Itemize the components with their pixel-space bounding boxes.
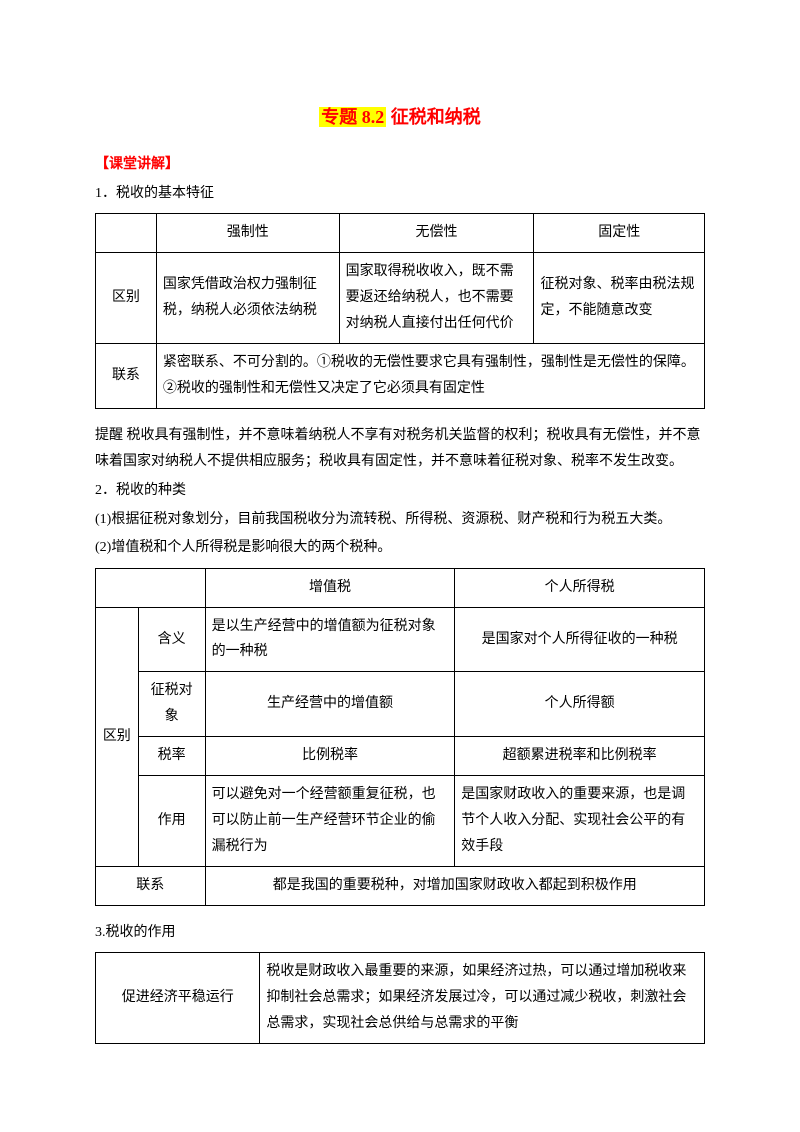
document-page: 专题 8.2 征税和纳税 【课堂讲解】 1．税收的基本特征 强制性 无偿性 固定… xyxy=(0,0,800,1132)
cell-blank xyxy=(96,568,206,607)
col-header: 强制性 xyxy=(156,214,339,253)
section-label: 【课堂讲解】 xyxy=(95,152,705,179)
cell: 是国家对个人所得征收的一种税 xyxy=(455,607,705,672)
table-row: 联系 都是我国的重要税种，对增加国家财政收入都起到积极作用 xyxy=(96,866,705,905)
side-label: 区别 xyxy=(96,607,139,866)
table-tax-features: 强制性 无偿性 固定性 区别 国家凭借政治权力强制征税，纳税人必须依法纳税 国家… xyxy=(95,213,705,408)
row-label: 税率 xyxy=(138,737,205,776)
col-header: 个人所得税 xyxy=(455,568,705,607)
paragraph: 提醒 税收具有强制性，并不意味着纳税人不享有对税务机关监督的权利；税收具有无偿性… xyxy=(95,423,705,476)
col-header: 固定性 xyxy=(534,214,705,253)
table-row: 区别 国家凭借政治权力强制征税，纳税人必须依法纳税 国家取得税收收入，既不需要返… xyxy=(96,253,705,344)
row-label: 区别 xyxy=(96,253,157,344)
cell: 是国家财政收入的重要来源，也是调节个人收入分配、实现社会公平的有效手段 xyxy=(455,776,705,867)
title-highlight: 专题 8.2 xyxy=(319,107,386,127)
heading-3: 3.税收的作用 xyxy=(95,920,705,947)
table-tax-role: 促进经济平稳运行 税收是财政收入最重要的来源，如果经济过热，可以通过增加税收来抑… xyxy=(95,952,705,1044)
title-rest: 征税和纳税 xyxy=(386,107,481,127)
cell: 个人所得额 xyxy=(455,672,705,737)
row-label: 促进经济平稳运行 xyxy=(96,953,260,1044)
page-title: 专题 8.2 征税和纳税 xyxy=(95,100,705,134)
table-row: 作用 可以避免对一个经营额重复征税，也可以防止前一生产经营环节企业的偷漏税行为 … xyxy=(96,776,705,867)
table-row: 联系 紧密联系、不可分割的。①税收的无偿性要求它具有强制性，强制性是无偿性的保障… xyxy=(96,343,705,408)
cell: 生产经营中的增值额 xyxy=(205,672,455,737)
cell: 比例税率 xyxy=(205,737,455,776)
row-label: 联系 xyxy=(96,866,206,905)
table-row: 增值税 个人所得税 xyxy=(96,568,705,607)
cell: 紧密联系、不可分割的。①税收的无偿性要求它具有强制性，强制性是无偿性的保障。②税… xyxy=(156,343,704,408)
table-row: 促进经济平稳运行 税收是财政收入最重要的来源，如果经济过热，可以通过增加税收来抑… xyxy=(96,953,705,1044)
col-header: 增值税 xyxy=(205,568,455,607)
table-row: 区别 含义 是以生产经营中的增值额为征税对象的一种税 是国家对个人所得征收的一种… xyxy=(96,607,705,672)
cell: 国家凭借政治权力强制征税，纳税人必须依法纳税 xyxy=(156,253,339,344)
cell: 是以生产经营中的增值额为征税对象的一种税 xyxy=(205,607,455,672)
heading-2: 2．税收的种类 xyxy=(95,478,705,505)
paragraph: (1)根据征税对象划分，目前我国税收分为流转税、所得税、资源税、财产税和行为税五… xyxy=(95,507,705,534)
table-row: 征税对象 生产经营中的增值额 个人所得额 xyxy=(96,672,705,737)
row-label: 联系 xyxy=(96,343,157,408)
cell: 国家取得税收收入，既不需要返还给纳税人，也不需要对纳税人直接付出任何代价 xyxy=(339,253,534,344)
col-header: 无偿性 xyxy=(339,214,534,253)
cell-blank xyxy=(96,214,157,253)
cell: 征税对象、税率由税法规定，不能随意改变 xyxy=(534,253,705,344)
cell: 可以避免对一个经营额重复征税，也可以防止前一生产经营环节企业的偷漏税行为 xyxy=(205,776,455,867)
row-label: 含义 xyxy=(138,607,205,672)
row-label: 征税对象 xyxy=(138,672,205,737)
heading-1: 1．税收的基本特征 xyxy=(95,181,705,208)
cell: 超额累进税率和比例税率 xyxy=(455,737,705,776)
table-tax-types: 增值税 个人所得税 区别 含义 是以生产经营中的增值额为征税对象的一种税 是国家… xyxy=(95,568,705,906)
row-label: 作用 xyxy=(138,776,205,867)
paragraph: (2)增值税和个人所得税是影响很大的两个税种。 xyxy=(95,535,705,562)
table-row: 强制性 无偿性 固定性 xyxy=(96,214,705,253)
table-row: 税率 比例税率 超额累进税率和比例税率 xyxy=(96,737,705,776)
cell: 税收是财政收入最重要的来源，如果经济过热，可以通过增加税收来抑制社会总需求；如果… xyxy=(260,953,705,1044)
cell: 都是我国的重要税种，对增加国家财政收入都起到积极作用 xyxy=(205,866,704,905)
